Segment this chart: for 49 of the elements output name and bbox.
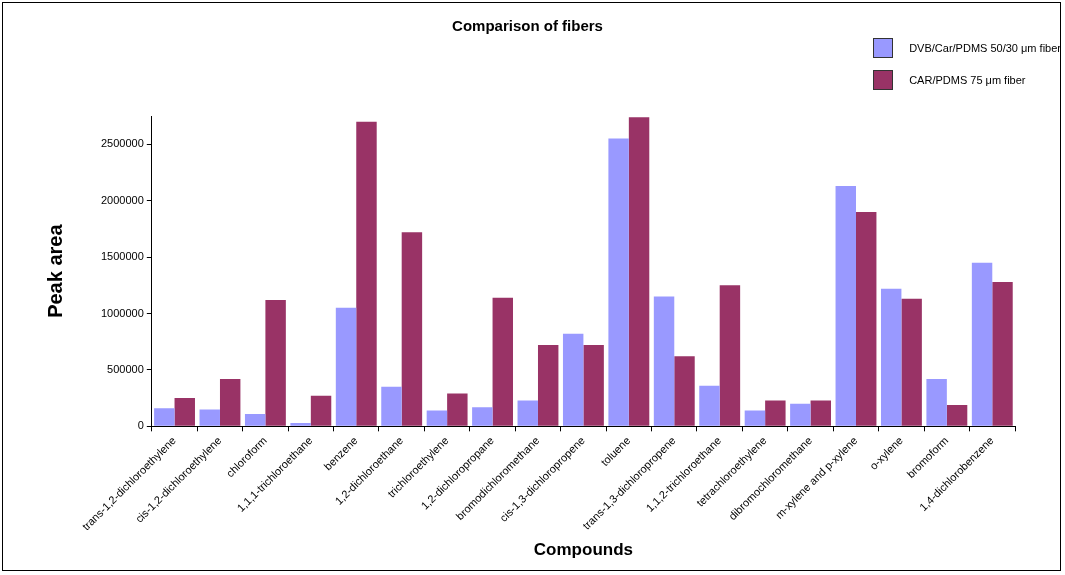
chart-title: Comparison of fibers [452,17,603,35]
y-tick-label: 1500000 [101,250,144,263]
bar [310,395,332,426]
bar [562,333,584,426]
legend-label: DVB/Car/PDMS 50/30 μm fiber [909,42,1061,54]
bar [992,281,1013,426]
bar [265,299,286,426]
bar [492,297,513,426]
bar [335,307,357,426]
bar [401,232,423,426]
bar [971,262,993,426]
bar [653,296,675,426]
bar [901,298,922,426]
bar [517,400,538,426]
bar [290,422,311,426]
bar [174,398,195,426]
bar [472,407,493,426]
y-tick-label: 2500000 [101,137,144,150]
bar [381,386,402,426]
y-tick-label: 1000000 [101,306,144,319]
bar [244,413,266,426]
y-tick-label: 2000000 [101,193,144,206]
y-tick-label: 500000 [107,362,144,375]
bar [946,404,968,426]
bar [628,117,650,426]
legend-label: CAR/PDMS 75 μm fiber [909,74,1026,86]
bar [356,121,377,426]
bar [835,185,856,426]
bar [426,410,448,426]
bar [154,408,175,426]
y-tick-label: 0 [137,419,144,432]
y-axis-title: Peak area [43,223,66,318]
bar [926,378,947,426]
bar [199,409,220,426]
bar [765,400,786,426]
bar [537,345,559,426]
x-axis-title: Compounds [533,540,633,560]
bar [855,211,877,426]
bar [583,345,604,426]
bar [219,378,241,426]
bar [810,400,832,426]
bar [744,410,766,426]
bar [699,385,720,426]
bar [719,285,741,426]
bar [880,288,902,426]
bar [608,138,629,426]
bar [447,393,468,426]
bar [674,356,695,426]
bar [790,403,811,426]
